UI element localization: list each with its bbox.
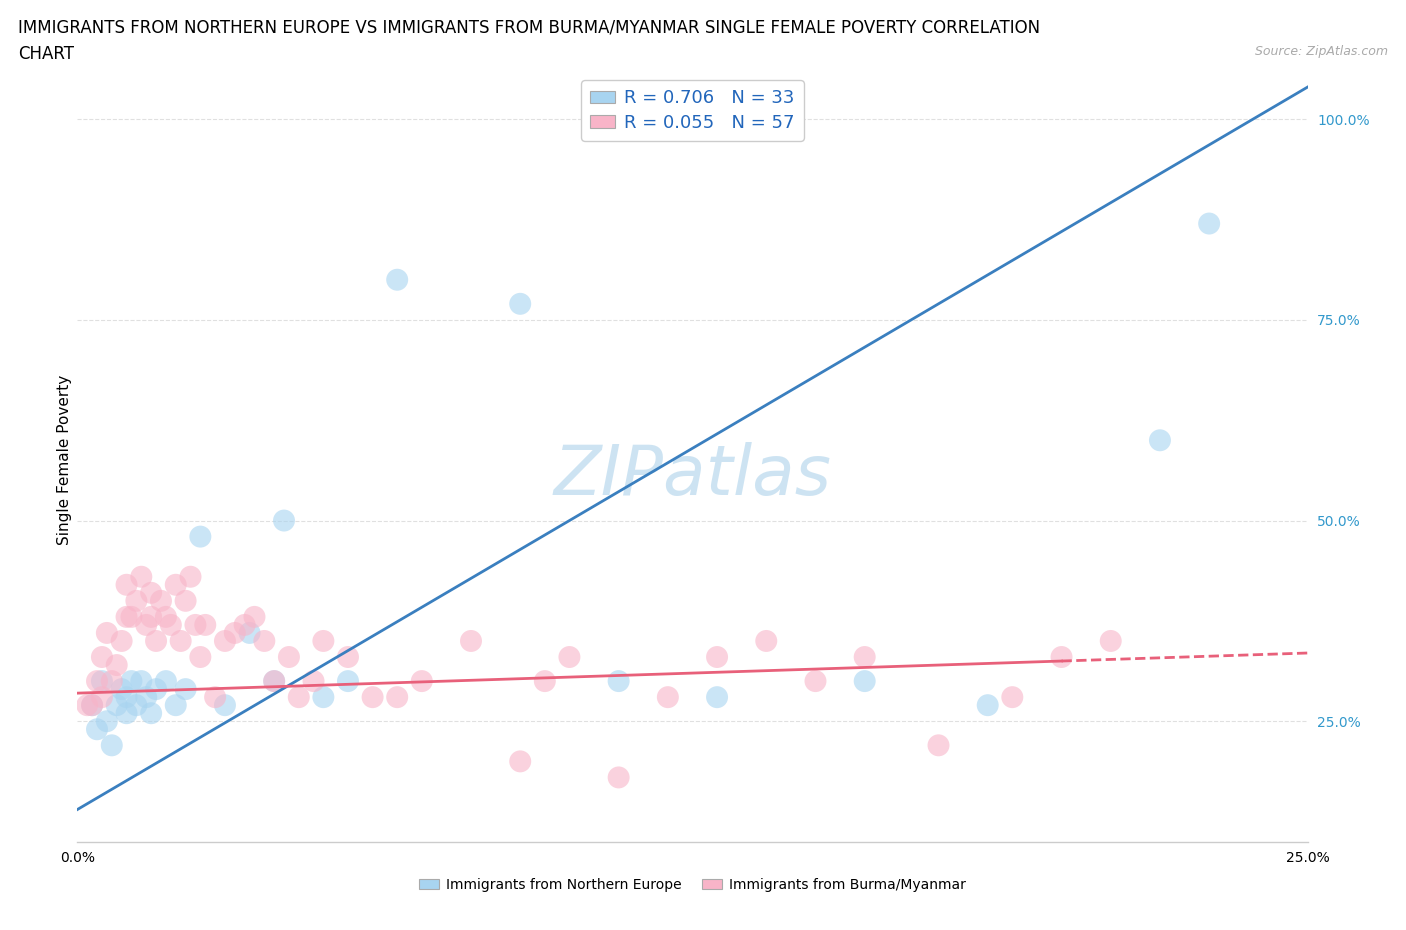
Text: Source: ZipAtlas.com: Source: ZipAtlas.com <box>1254 45 1388 58</box>
Point <box>194 618 217 632</box>
Point <box>86 722 108 737</box>
Point <box>145 682 167 697</box>
Legend: Immigrants from Northern Europe, Immigrants from Burma/Myanmar: Immigrants from Northern Europe, Immigra… <box>413 872 972 897</box>
Point <box>224 626 246 641</box>
Point <box>180 569 202 584</box>
Point <box>312 690 335 705</box>
Point <box>174 682 197 697</box>
Point <box>928 737 950 752</box>
Point <box>125 698 148 712</box>
Point <box>115 578 138 592</box>
Point <box>607 770 630 785</box>
Y-axis label: Single Female Poverty: Single Female Poverty <box>56 375 72 546</box>
Point <box>706 649 728 664</box>
Point <box>135 618 157 632</box>
Point <box>96 714 118 729</box>
Point <box>312 633 335 648</box>
Point <box>337 649 360 664</box>
Point <box>165 578 187 592</box>
Point <box>121 673 143 688</box>
Point <box>1198 216 1220 231</box>
Point <box>165 698 187 712</box>
Point <box>263 673 285 688</box>
Point <box>1149 432 1171 447</box>
Point <box>214 698 236 712</box>
Point <box>607 673 630 688</box>
Point <box>101 673 124 688</box>
Point <box>121 609 143 624</box>
Point <box>115 706 138 721</box>
Point <box>170 633 193 648</box>
Point <box>214 633 236 648</box>
Point <box>160 618 183 632</box>
Point <box>76 698 98 712</box>
Point <box>804 673 827 688</box>
Point <box>115 609 138 624</box>
Point <box>174 593 197 608</box>
Point <box>184 618 207 632</box>
Point <box>239 626 262 641</box>
Point <box>361 690 384 705</box>
Point <box>135 690 157 705</box>
Point <box>150 593 173 608</box>
Point <box>155 673 177 688</box>
Point <box>141 706 163 721</box>
Point <box>105 698 128 712</box>
Point <box>82 698 104 712</box>
Point <box>125 593 148 608</box>
Point <box>101 737 124 752</box>
Point <box>188 529 212 544</box>
Point <box>509 754 531 769</box>
Point <box>853 649 876 664</box>
Point <box>105 658 128 672</box>
Text: IMMIGRANTS FROM NORTHERN EUROPE VS IMMIGRANTS FROM BURMA/MYANMAR SINGLE FEMALE P: IMMIGRANTS FROM NORTHERN EUROPE VS IMMIG… <box>18 19 1040 36</box>
Point <box>657 690 679 705</box>
Text: CHART: CHART <box>18 45 75 62</box>
Point <box>706 690 728 705</box>
Point <box>1001 690 1024 705</box>
Point <box>273 513 295 528</box>
Point <box>977 698 1000 712</box>
Point <box>188 649 212 664</box>
Point <box>337 673 360 688</box>
Point <box>155 609 177 624</box>
Point <box>145 633 167 648</box>
Point <box>115 690 138 705</box>
Point <box>111 682 132 697</box>
Point <box>263 673 285 688</box>
Text: ZIPatlas: ZIPatlas <box>554 442 831 509</box>
Point <box>1099 633 1122 648</box>
Point <box>853 673 876 688</box>
Point <box>460 633 482 648</box>
Point <box>755 633 778 648</box>
Point <box>90 673 114 688</box>
Point <box>86 673 108 688</box>
Point <box>302 673 325 688</box>
Point <box>243 609 266 624</box>
Point <box>233 618 256 632</box>
Point <box>141 585 163 600</box>
Point <box>96 626 118 641</box>
Point <box>534 673 557 688</box>
Point <box>288 690 311 705</box>
Point <box>278 649 301 664</box>
Point <box>253 633 276 648</box>
Point <box>385 690 409 705</box>
Point <box>111 633 132 648</box>
Point <box>90 690 114 705</box>
Point <box>204 690 226 705</box>
Point <box>509 297 531 312</box>
Point <box>1050 649 1073 664</box>
Point <box>82 698 104 712</box>
Point <box>385 272 409 287</box>
Point <box>558 649 581 664</box>
Point <box>129 569 153 584</box>
Point <box>90 649 114 664</box>
Point <box>411 673 433 688</box>
Point <box>129 673 153 688</box>
Point <box>141 609 163 624</box>
